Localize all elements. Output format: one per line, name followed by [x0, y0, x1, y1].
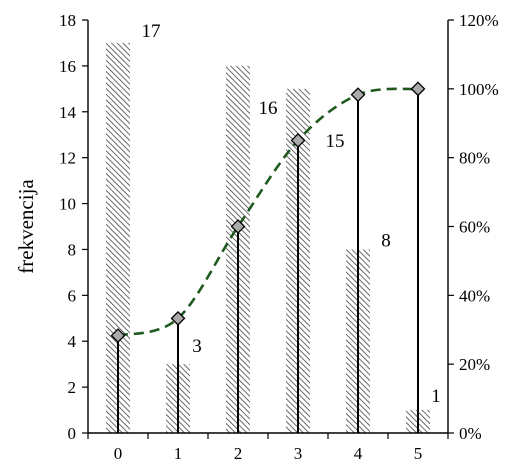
x-tick-label-3: 3 [294, 444, 303, 461]
y-tick-label-18: 18 [59, 11, 76, 30]
y-tick-label-10: 10 [59, 195, 76, 214]
y-tick-label-6: 6 [68, 286, 77, 305]
cumulative-marker-5 [410, 81, 426, 97]
y-tick-label-2: 2 [68, 378, 77, 397]
cumulative-marker-4 [350, 87, 366, 103]
x-tick-label-1: 1 [174, 444, 183, 461]
y2-tick-label-0: 0% [459, 424, 482, 443]
y2-tick-label-20: 20% [459, 355, 490, 374]
x-tick-label-2: 2 [234, 444, 243, 461]
cumulative-marker-2 [230, 219, 246, 234]
y2-tick-label-40: 40% [459, 286, 490, 305]
y-tick-label-14: 14 [59, 103, 77, 122]
y-tick-label-12: 12 [59, 149, 76, 168]
x-tick-label-4: 4 [354, 444, 363, 461]
y2-tick-label-60: 60% [459, 218, 490, 237]
x-tick-label-0: 0 [114, 444, 123, 461]
bar-value-label-2: 16 [259, 98, 278, 119]
bar-value-label-5: 1 [431, 386, 441, 407]
cumulative-marker-3 [290, 133, 306, 148]
cumulative-marker-1 [170, 310, 186, 326]
x-tick-label-5: 5 [414, 444, 423, 461]
bar-value-label-0: 17 [142, 21, 161, 42]
bar-value-label-4: 8 [381, 230, 391, 251]
bar-value-label-3: 15 [326, 131, 345, 152]
y-tick-label-0: 0 [68, 424, 77, 443]
y-axis-title: frekvencija [14, 179, 38, 274]
cumulative-marker-0 [110, 328, 126, 344]
y-tick-label-16: 16 [59, 57, 76, 76]
y2-tick-label-100: 100% [459, 80, 499, 99]
bar-value-label-1: 3 [192, 336, 202, 357]
cumulative-line [117, 87, 419, 337]
y2-tick-label-120: 120% [459, 11, 499, 30]
y-tick-label-4: 4 [68, 332, 77, 351]
y-tick-label-8: 8 [68, 240, 77, 259]
y2-tick-label-80: 80% [459, 149, 490, 168]
